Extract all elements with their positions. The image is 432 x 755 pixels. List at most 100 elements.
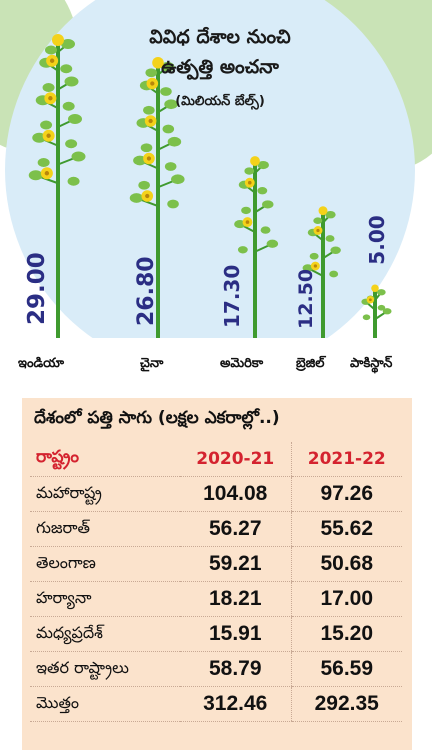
plant-stalk bbox=[373, 286, 377, 338]
value-2020-21: 59.21 bbox=[180, 546, 291, 582]
value-label-pakistan: 5.00 bbox=[365, 215, 389, 265]
plant-bar-india bbox=[28, 34, 86, 338]
cotton-flower-center bbox=[146, 156, 152, 161]
category-label-china: చైనా bbox=[140, 356, 164, 371]
plant-bar-pakistan bbox=[361, 284, 392, 338]
plant-leaf bbox=[362, 314, 371, 321]
plant-leaf bbox=[71, 151, 86, 162]
cotton-flower-center bbox=[316, 228, 320, 233]
value-label-china: 26.80 bbox=[134, 256, 159, 326]
cotton-flower-top bbox=[250, 156, 260, 166]
category-label-brazil: బ్రెజిల్ bbox=[296, 356, 325, 371]
value-2020-21: 104.08 bbox=[180, 476, 291, 512]
value-2021-22: 17.00 bbox=[290, 581, 402, 617]
plant-stalk bbox=[253, 159, 257, 338]
value-label-india: 29.00 bbox=[24, 252, 50, 325]
plant-leaf bbox=[129, 193, 144, 203]
value-label-america: 17.30 bbox=[220, 264, 244, 328]
column-header-state: రాష్ట్రం bbox=[30, 442, 180, 477]
plant-leaf bbox=[67, 176, 80, 186]
plant-leaf bbox=[325, 235, 335, 242]
state-name: హర్యానా bbox=[30, 581, 180, 617]
plant-leaf bbox=[140, 143, 153, 153]
table-row: మహారాష్ట్ర 104.08 97.26 bbox=[30, 476, 402, 512]
cotton-flower-top bbox=[152, 56, 164, 69]
value-2021-22: 55.62 bbox=[290, 511, 402, 547]
cotton-flower-center bbox=[49, 58, 55, 63]
plant-leaf bbox=[167, 199, 179, 209]
cotton-flower-center bbox=[145, 193, 150, 199]
production-chart-svg bbox=[0, 0, 432, 395]
state-name: మొత్తం bbox=[30, 686, 180, 722]
table-heading: దేశంలో పత్తి సాగు (లక్షల ఎకరాల్లో..) bbox=[34, 408, 280, 428]
chart-title: వివిధ దేశాల నుంచి bbox=[149, 26, 291, 48]
table-row: తెలంగాణ 59.21 50.68 bbox=[30, 546, 402, 582]
value-2021-22: 292.35 bbox=[290, 686, 402, 722]
plant-leaf bbox=[330, 246, 341, 254]
plant-leaf bbox=[60, 64, 73, 74]
category-label-america: అమెరికా bbox=[220, 356, 264, 371]
state-name: ఇతర రాష్ట్రాలు bbox=[30, 651, 180, 687]
cotton-flower-center bbox=[369, 298, 372, 302]
plant-leaf bbox=[241, 206, 251, 215]
plant-leaf bbox=[45, 45, 57, 55]
plant-leaf bbox=[68, 114, 82, 124]
value-2020-21: 18.21 bbox=[180, 581, 291, 617]
table-header-row: రాష్ట్రం 2020-21 2021-22 bbox=[30, 442, 402, 477]
state-name: మధ్యప్రదేశ్ bbox=[30, 616, 180, 652]
baseline bbox=[0, 338, 432, 395]
value-2020-21: 15.91 bbox=[180, 616, 291, 652]
cotton-flower-center bbox=[247, 180, 252, 185]
table-row: గుజరాత్ 56.27 55.62 bbox=[30, 511, 402, 547]
plant-leaf bbox=[329, 270, 339, 278]
plant-leaf bbox=[62, 101, 75, 111]
column-header-2020-21: 2020-21 bbox=[180, 442, 291, 477]
plant-leaf bbox=[42, 83, 55, 92]
state-name: తెలంగాణ bbox=[30, 546, 180, 582]
cotton-flower-top bbox=[318, 206, 328, 216]
value-2020-21: 58.79 bbox=[180, 651, 291, 687]
table-row: మధ్యప్రదేశ్ 15.91 15.20 bbox=[30, 616, 402, 652]
category-label-india: ఇండియా bbox=[18, 356, 65, 371]
plant-leaf bbox=[61, 39, 75, 49]
cotton-flower-top bbox=[52, 34, 64, 46]
plant-leaf bbox=[325, 210, 336, 219]
plant-bar-brazil bbox=[302, 206, 341, 338]
category-label-pakistan: పాకిస్థాన్ bbox=[350, 356, 393, 371]
plant-stalk bbox=[56, 38, 60, 338]
plant-leaf bbox=[309, 252, 319, 260]
production-chart: వివిధ దేశాల నుంచి ఉత్పత్తి అంచనా (మిలియన… bbox=[0, 0, 432, 395]
plant-bar-america bbox=[234, 156, 279, 338]
plant-leaf bbox=[143, 105, 155, 115]
state-name: మహారాష్ట్ర bbox=[30, 476, 180, 512]
plant-leaf bbox=[28, 170, 43, 181]
plant-stalk bbox=[156, 60, 160, 339]
plant-leaf bbox=[64, 76, 79, 87]
plant-leaf bbox=[266, 239, 279, 248]
plant-leaf bbox=[376, 289, 386, 296]
plant-bar-china bbox=[129, 56, 185, 339]
plant-stalk bbox=[321, 208, 325, 338]
table-row: హర్యానా 18.21 17.00 bbox=[30, 581, 402, 617]
cotton-flower-center bbox=[313, 264, 318, 268]
table-row-total: మొత్తం 312.46 292.35 bbox=[30, 686, 402, 722]
plant-leaf bbox=[171, 174, 185, 185]
value-2021-22: 50.68 bbox=[290, 546, 402, 582]
value-2021-22: 56.59 bbox=[290, 651, 402, 687]
value-label-brazil: 12.50 bbox=[295, 268, 317, 329]
cotton-flower-center bbox=[48, 96, 53, 101]
plant-leaf bbox=[160, 61, 175, 72]
plant-leaf bbox=[262, 200, 274, 209]
background-circle bbox=[5, 0, 415, 375]
cultivation-table: రాష్ట్రం 2020-21 2021-22 మహారాష్ట్ర 104.… bbox=[30, 442, 402, 722]
table-row: ఇతర రాష్ట్రాలు 58.79 56.59 bbox=[30, 651, 402, 687]
chart-subtitle: ఉత్పత్తి అంచనా bbox=[161, 56, 279, 78]
cotton-flower-center bbox=[245, 220, 250, 224]
plant-leaf bbox=[244, 167, 255, 175]
plant-leaf bbox=[237, 246, 248, 254]
cotton-flower-top bbox=[371, 284, 379, 293]
plant-leaf bbox=[160, 87, 172, 96]
plant-leaf bbox=[145, 68, 158, 78]
state-name: గుజరాత్ bbox=[30, 511, 180, 547]
chart-unit: (మిలియన్ బేల్స్) bbox=[175, 94, 265, 109]
